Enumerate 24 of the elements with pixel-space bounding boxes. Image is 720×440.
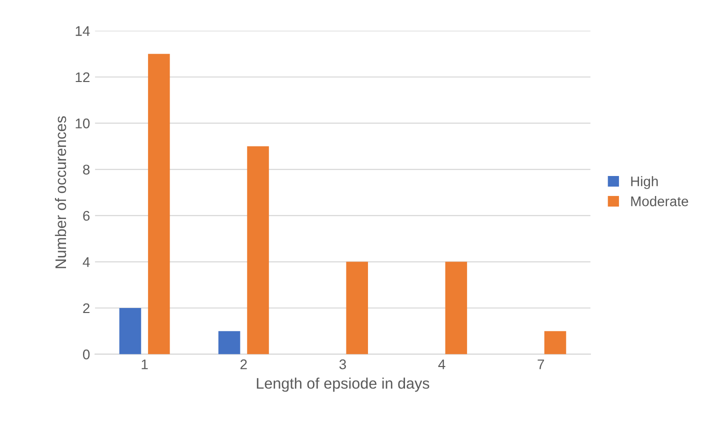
bar	[445, 262, 468, 354]
y-tick-label: 2	[83, 303, 90, 314]
x-tick-label: 3	[339, 359, 346, 370]
bar	[247, 146, 269, 354]
y-tick-label: 8	[83, 164, 90, 175]
x-axis-title: Length of epsiode in days	[256, 378, 430, 392]
legend-label: High	[631, 176, 658, 190]
x-tick-label: 1	[142, 360, 148, 370]
y-axis-title: Number of occurences	[54, 116, 66, 268]
x-tick-label: 4	[438, 360, 446, 370]
x-tick-label: 2	[240, 359, 247, 370]
bar	[119, 308, 142, 354]
bar	[346, 262, 368, 354]
y-tick-label: 12	[76, 72, 90, 82]
legend-label: Moderate	[631, 196, 688, 206]
y-tick-label: 14	[76, 26, 90, 36]
bar	[148, 54, 170, 354]
bar	[218, 331, 240, 354]
y-tick-label: 4	[82, 257, 90, 267]
x-tick-label: 7	[538, 360, 544, 370]
y-tick-label: 10	[76, 118, 90, 128]
bar	[544, 331, 566, 354]
y-tick-label: 6	[83, 210, 90, 221]
y-tick-label: 0	[83, 350, 90, 360]
